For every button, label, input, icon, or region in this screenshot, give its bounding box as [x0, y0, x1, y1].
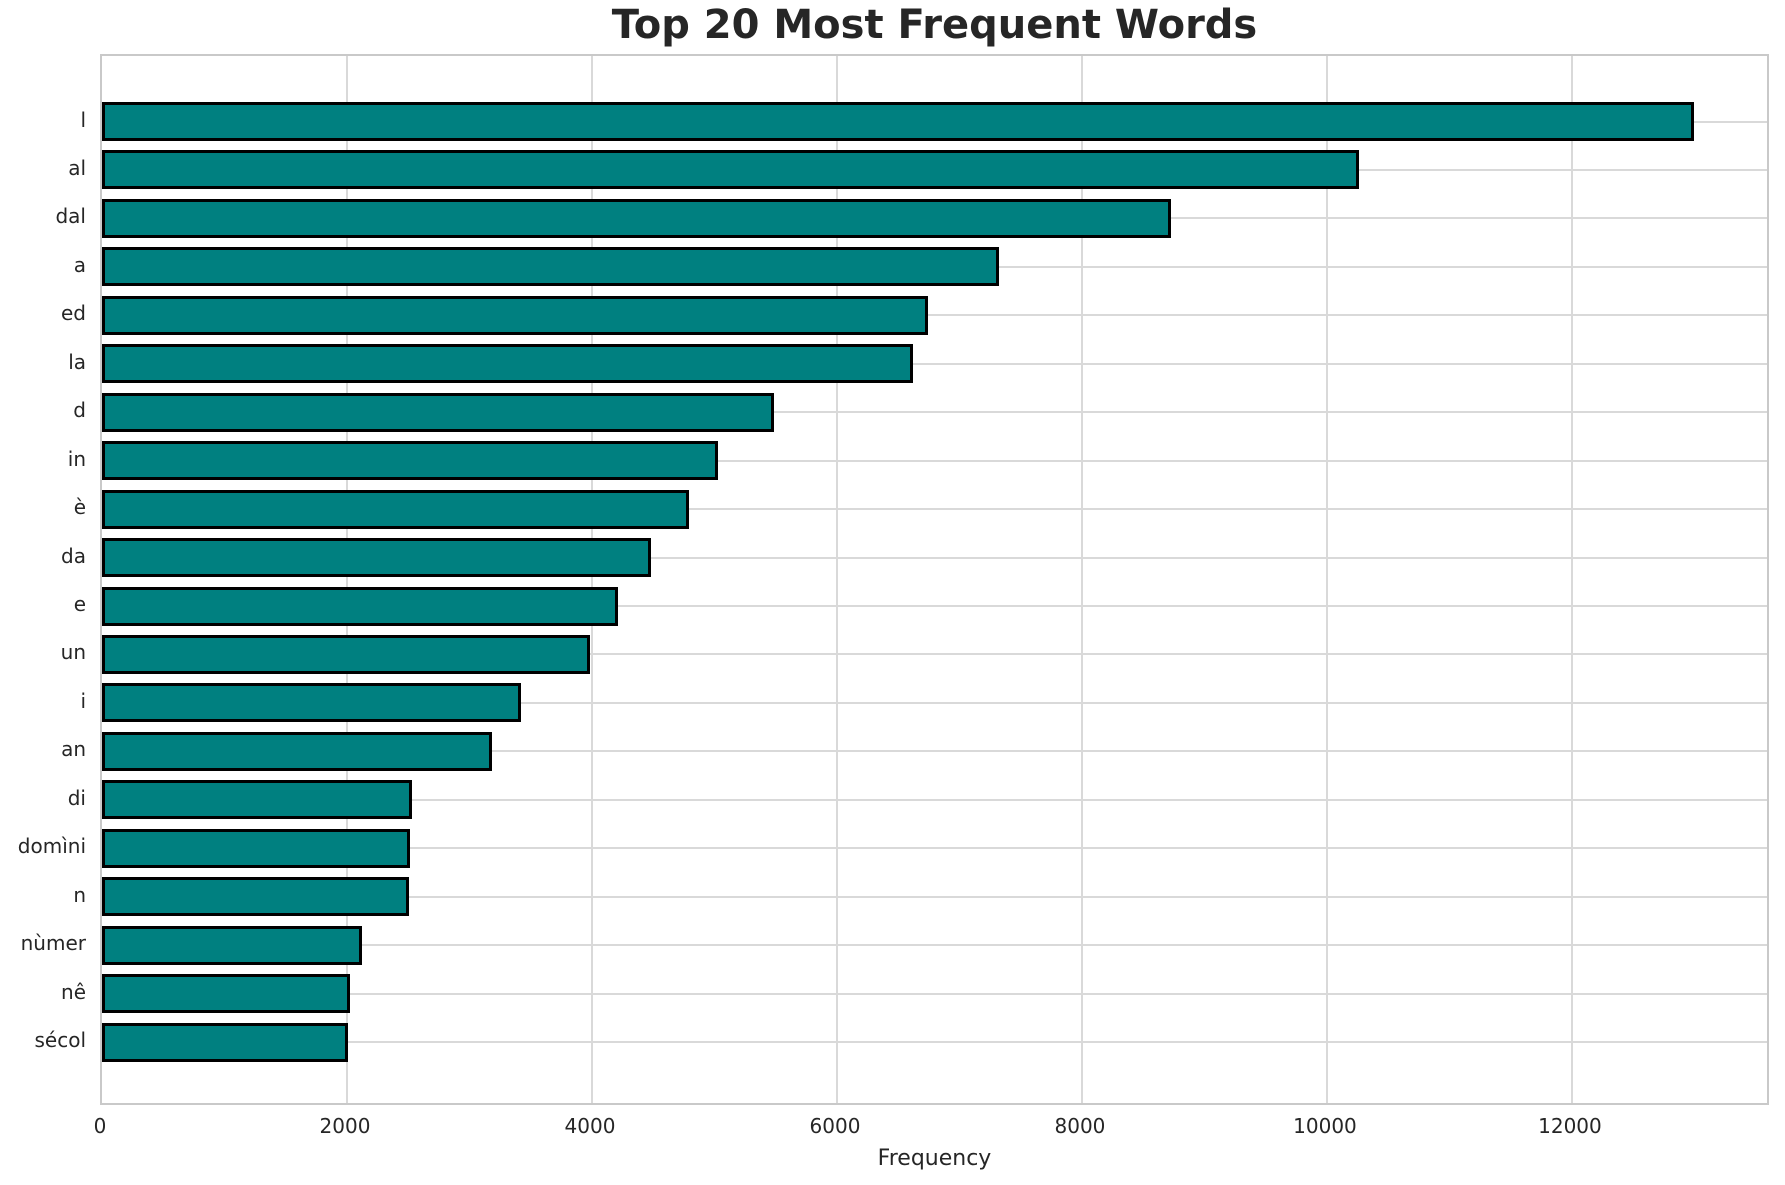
- y-tick-label-da: da: [61, 543, 86, 568]
- y-tick-label-i: i: [80, 688, 86, 713]
- y-tick-label-domìni: domìni: [17, 834, 86, 859]
- bar-un: [102, 634, 590, 674]
- horizontal-gridline: [102, 798, 1767, 801]
- horizontal-gridline: [102, 508, 1767, 511]
- x-tick-label-2000: 2000: [319, 1114, 371, 1138]
- y-tick-label-e: e: [73, 592, 86, 616]
- y-tick-label-n: n: [73, 882, 86, 907]
- bar-dal: [102, 198, 1172, 238]
- y-tick-label-nê: nê: [61, 979, 86, 1004]
- y-tick-label-dal: dal: [55, 204, 86, 229]
- horizontal-gridline: [102, 314, 1767, 317]
- chart-title: Top 20 Most Frequent Words: [611, 2, 1258, 48]
- y-tick-label-nùmer: nùmer: [20, 931, 86, 956]
- horizontal-gridline: [102, 362, 1767, 365]
- vertical-gridline: [345, 56, 348, 1103]
- vertical-gridline: [1080, 56, 1083, 1103]
- bar-a: [102, 247, 999, 287]
- y-tick-label-di: di: [67, 785, 86, 810]
- bar-è: [102, 489, 689, 529]
- horizontal-gridline: [102, 750, 1767, 753]
- bar-ed: [102, 295, 928, 335]
- bar-nê: [102, 974, 351, 1014]
- x-axis-label: Frequency: [877, 1146, 992, 1171]
- y-tick-label-d: d: [73, 398, 86, 423]
- y-tick-label-an: an: [61, 737, 86, 762]
- plot-area: [100, 54, 1769, 1105]
- x-tick-label-12000: 12000: [1538, 1114, 1602, 1138]
- bar-e: [102, 586, 618, 626]
- horizontal-gridline: [102, 653, 1767, 656]
- bar-n: [102, 877, 409, 917]
- horizontal-gridline: [102, 895, 1767, 898]
- bar-d: [102, 392, 775, 432]
- bar-da: [102, 538, 651, 578]
- y-tick-label-ed: ed: [61, 301, 86, 326]
- y-tick-label-un: un: [60, 640, 86, 665]
- bar-i: [102, 683, 521, 723]
- horizontal-gridline: [102, 701, 1767, 704]
- horizontal-gridline: [102, 605, 1767, 607]
- x-tick-label-4000: 4000: [564, 1114, 616, 1138]
- horizontal-gridline: [102, 1041, 1767, 1044]
- horizontal-gridline: [102, 556, 1767, 559]
- x-tick-label-0: 0: [93, 1114, 107, 1138]
- vertical-gridline: [1325, 56, 1328, 1103]
- horizontal-gridline: [102, 847, 1767, 850]
- vertical-gridline: [835, 56, 838, 1103]
- bar-di: [102, 780, 412, 820]
- bar-la: [102, 344, 913, 384]
- y-tick-label-l: l: [80, 107, 86, 132]
- horizontal-gridline: [102, 411, 1767, 414]
- x-tick-label-10000: 10000: [1293, 1114, 1357, 1138]
- y-tick-label-è: è: [73, 495, 86, 520]
- bar-in: [102, 441, 719, 481]
- horizontal-gridline: [102, 944, 1767, 947]
- y-tick-label-a: a: [73, 252, 86, 277]
- horizontal-gridline: [102, 992, 1767, 995]
- y-tick-label-la: la: [68, 349, 86, 374]
- x-tick-label-8000: 8000: [1054, 1114, 1106, 1138]
- y-tick-label-in: in: [67, 446, 86, 471]
- bar-domìni: [102, 828, 411, 868]
- bar-nùmer: [102, 925, 362, 965]
- y-tick-label-al: al: [68, 155, 86, 180]
- x-tick-label-6000: 6000: [809, 1114, 861, 1138]
- y-tick-label-sécol: sécol: [34, 1028, 86, 1053]
- bar-sécol: [102, 1022, 348, 1062]
- horizontal-gridline: [102, 459, 1767, 462]
- vertical-gridline: [1570, 56, 1573, 1103]
- bar-an: [102, 731, 492, 771]
- bar-al: [102, 150, 1359, 190]
- vertical-gridline: [590, 56, 593, 1103]
- bar-l: [102, 102, 1695, 141]
